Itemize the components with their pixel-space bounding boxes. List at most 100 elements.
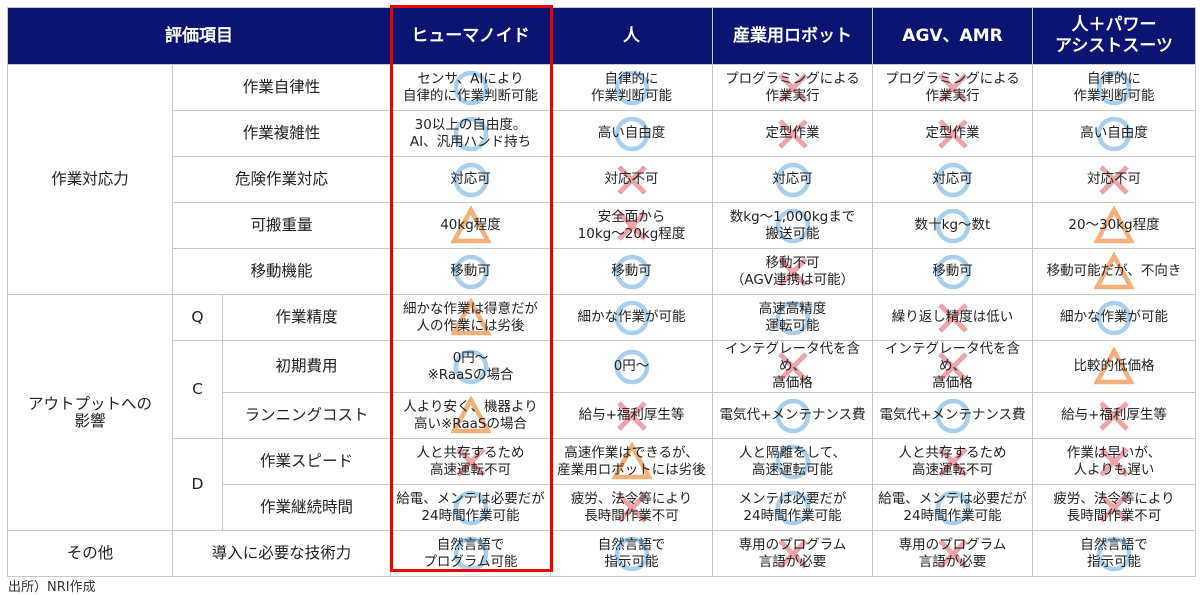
- value-cell: プログラミングによる 作業実行: [712, 64, 873, 111]
- cross-icon: [777, 351, 808, 382]
- item-cell: 初期費用: [222, 340, 391, 393]
- circle-icon: [935, 208, 970, 243]
- cell-text: 給電、メンテは必要だが 24時間作業可能: [878, 490, 1027, 524]
- circle-icon: [935, 490, 970, 525]
- category-cell: 作業対応力: [7, 64, 173, 295]
- cell-text: 対応可: [772, 171, 813, 187]
- cell-text: 疲労、法令等により 長時間作業不可: [1053, 490, 1175, 524]
- category-cell: その他: [7, 530, 173, 577]
- cell-text: 数kg～1,000kgまで 搬送可能: [729, 208, 856, 242]
- triangle-icon: [1094, 346, 1134, 384]
- cross-icon: [1099, 400, 1129, 431]
- cell-text: センサ、AIにより 自律的に作業判断可能: [403, 70, 538, 104]
- cell-text: 定型作業: [765, 125, 820, 141]
- header-item: 評価項目: [7, 7, 391, 65]
- value-cell: 人と共存するため 高速運転不可: [390, 438, 551, 485]
- cell-text: 自然言語で プログラム可能: [423, 536, 518, 570]
- circle-icon: [775, 398, 810, 433]
- circle-icon: [614, 536, 649, 571]
- cross-icon: [616, 492, 647, 523]
- circle-icon: [453, 490, 488, 525]
- circle-icon: [1096, 116, 1132, 151]
- cell-text: 対応不可: [604, 171, 659, 187]
- circle-icon: [775, 208, 810, 243]
- triangle-icon: [450, 205, 491, 243]
- cell-text: 移動可能だが、不向き: [1046, 263, 1182, 279]
- cell-text: 30以上の自由度。 AI、汎用ハンド持ち: [409, 116, 532, 150]
- header-agv-amr: AGV、AMR: [872, 7, 1033, 65]
- triangle-icon: [611, 441, 652, 479]
- header-humanoid: ヒューマノイド: [390, 7, 551, 65]
- cross-icon: [777, 538, 808, 569]
- cross-icon: [937, 118, 968, 149]
- circle-icon: [935, 162, 970, 197]
- value-cell: 電気代+メンテナンス費: [872, 392, 1033, 439]
- cross-icon: [937, 302, 968, 333]
- value-cell: 高速作業はできるが、 産業用ロボットには劣後: [550, 438, 713, 485]
- circle-icon: [775, 444, 810, 479]
- table-row: 可搬重量 40kg程度 安全面から 10kg～20kg程度 数kg～1,000kgまで…: [8, 202, 1196, 249]
- header-human: 人: [550, 7, 713, 65]
- value-cell: 作業は早いが、 人よりも遅い: [1032, 438, 1196, 485]
- cell-text: 人と隔離をして、 高速運転可能: [739, 444, 846, 478]
- cell-text: 数十kg～数t: [914, 217, 991, 233]
- circle-icon: [453, 254, 488, 289]
- item-cell: 作業複雑性: [172, 110, 391, 157]
- value-cell: 高速高精度 運転可能: [712, 294, 873, 341]
- cross-icon: [777, 72, 808, 103]
- cell-text: 移動可: [611, 263, 652, 279]
- cell-text: 安全面から 10kg～20kg程度: [577, 208, 686, 242]
- cross-icon: [937, 446, 968, 477]
- value-cell: 対応不可: [550, 156, 713, 203]
- cell-text: 自律的に 作業判断可能: [1073, 70, 1155, 104]
- cell-text: 細かな作業は得意だが 人の作業には劣後: [403, 300, 538, 334]
- circle-icon: [775, 490, 810, 525]
- value-cell: 定型作業: [872, 110, 1033, 157]
- value-cell: 対応可: [872, 156, 1033, 203]
- cell-text: 給与+福利厚生等: [1061, 407, 1167, 423]
- triangle-icon: [450, 297, 491, 335]
- table-row: C 初期費用 0円～ ※RaaSの場合 0円～ インテグレータ代を含め、 高価格 インテグ…: [8, 340, 1196, 439]
- cell-text: 電気代+メンテナンス費: [879, 407, 1026, 423]
- cell-text: 高速作業はできるが、 産業用ロボットには劣後: [557, 444, 706, 478]
- cell-text: 0円～: [613, 358, 650, 374]
- cell-text: 給電、メンテは必要だが 24時間作業可能: [396, 490, 545, 524]
- cell-text: インテグレータ代を含め、 高価格: [885, 341, 1020, 391]
- value-cell: 疲労、法令等により 長時間作業不可: [550, 484, 713, 531]
- item-cell: ランニングコスト: [222, 392, 391, 439]
- cell-text: 自然言語で 指示可能: [1080, 536, 1148, 570]
- value-cell: 数kg～1,000kgまで 搬送可能: [712, 202, 873, 249]
- value-cell: 0円～: [550, 340, 713, 393]
- cross-icon: [937, 351, 968, 382]
- header-assist-suit: 人＋パワー アシストスーツ: [1032, 7, 1196, 65]
- cell-text: 定型作業: [925, 125, 980, 141]
- cell-text: 人と共存するため 高速運転不可: [416, 444, 525, 478]
- header-industrial-robot: 産業用ロボット: [712, 7, 873, 65]
- value-cell: 移動可: [872, 248, 1033, 295]
- cross-icon: [1099, 492, 1129, 523]
- cell-text: 自律的に 作業判断可能: [591, 70, 672, 104]
- cell-text: 人より安く、機器より 高い※RaaSの場合: [403, 398, 538, 432]
- table-row: その他 導入に必要な技術力 自然言語で プログラム可能 自然言語で 指示可能 専用のプロ…: [7, 530, 1196, 577]
- circle-icon: [1096, 300, 1132, 335]
- value-cell: 数十kg～数t: [872, 202, 1033, 249]
- value-cell: 対応不可: [1032, 156, 1196, 203]
- cross-icon: [616, 164, 647, 195]
- value-cell: 人より安く、機器より 高い※RaaSの場合: [390, 392, 551, 439]
- value-cell: 給電、メンテは必要だが 24時間作業可能: [390, 484, 551, 531]
- value-cell: 自然言語で 指示可能: [550, 530, 713, 577]
- cell-text: 細かな作業が可能: [577, 309, 686, 325]
- cross-icon: [616, 400, 647, 431]
- triangle-icon: [1094, 205, 1134, 243]
- item-cell: 作業精度: [222, 294, 391, 341]
- table-row: アウトプットへの 影響 Q 作業精度 細かな作業は得意だが 人の作業には劣後 細かな作業…: [7, 294, 1196, 531]
- value-cell: 人と共存するため 高速運転不可: [872, 438, 1033, 485]
- circle-icon: [935, 254, 970, 289]
- cell-text: 細かな作業が可能: [1060, 309, 1168, 325]
- triangle-icon: [1094, 251, 1134, 289]
- circle-icon: [453, 70, 488, 105]
- circle-icon: [614, 254, 649, 289]
- table-row: 作業複雑性 30以上の自由度。 AI、汎用ハンド持ち 高い自由度 定型作業 定型作業 高い…: [8, 110, 1196, 157]
- value-cell: 細かな作業は得意だが 人の作業には劣後: [390, 294, 551, 341]
- cell-text: 専用のプログラム 言語が必要: [898, 536, 1007, 570]
